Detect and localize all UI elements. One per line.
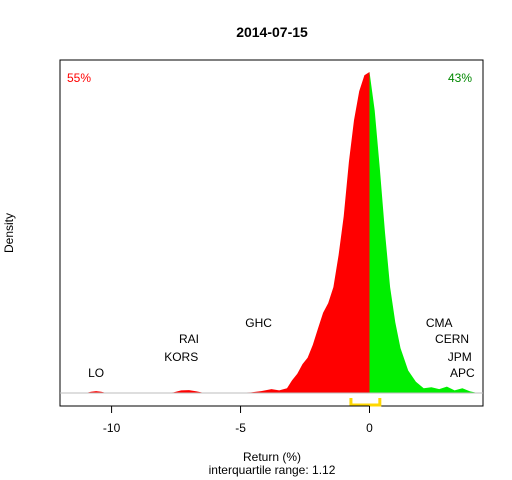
stock-label: GHC (245, 316, 272, 330)
stock-label: JPM (448, 350, 472, 364)
pct-positive-label: 43% (448, 71, 472, 85)
x-tick-label: -5 (235, 421, 246, 435)
plot-area (85, 72, 478, 393)
stock-label: KORS (164, 350, 198, 364)
x-tick-label: 0 (366, 421, 373, 435)
iqr-bracket (349, 398, 382, 407)
annotations: LO KORS RAI GHC CMA CERN JPM APC (88, 316, 475, 380)
x-tick-label: -10 (103, 421, 121, 435)
plot-frame (59, 59, 484, 407)
y-axis-label: Density (2, 213, 16, 253)
chart-title: 2014-07-15 (236, 24, 308, 40)
stock-label: RAI (179, 332, 199, 346)
negative-density-area (85, 72, 370, 393)
stock-label: CMA (426, 316, 453, 330)
iqr-bracket-line (349, 398, 382, 407)
stock-label: CERN (435, 332, 469, 346)
stock-label: LO (88, 366, 104, 380)
iqr-subtitle: interquartile range: 1.12 (209, 463, 336, 477)
positive-density-area (369, 72, 478, 393)
stock-label: APC (450, 366, 475, 380)
pct-negative-label: 55% (67, 71, 91, 85)
x-axis: -10 -5 0 (103, 405, 373, 435)
x-axis-label: Return (%) (243, 450, 301, 464)
